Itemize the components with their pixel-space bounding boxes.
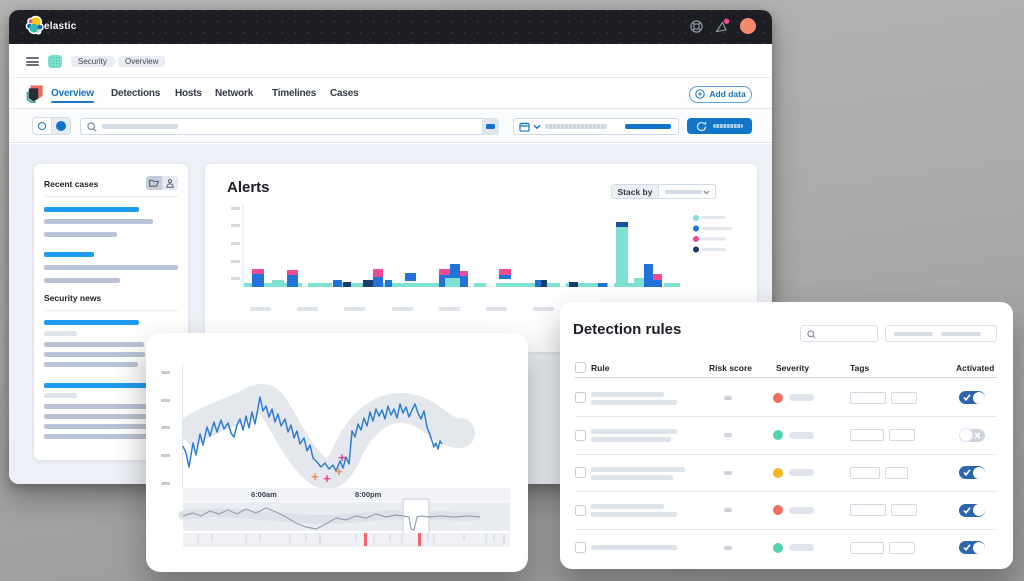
svg-text:8:00pm: 8:00pm bbox=[355, 490, 382, 499]
svg-text:6:00am: 6:00am bbox=[251, 490, 277, 499]
svg-text:+: + bbox=[335, 464, 343, 479]
svg-text:+: + bbox=[311, 469, 319, 484]
svg-text:+: + bbox=[338, 450, 346, 465]
svg-text:+: + bbox=[323, 471, 331, 486]
